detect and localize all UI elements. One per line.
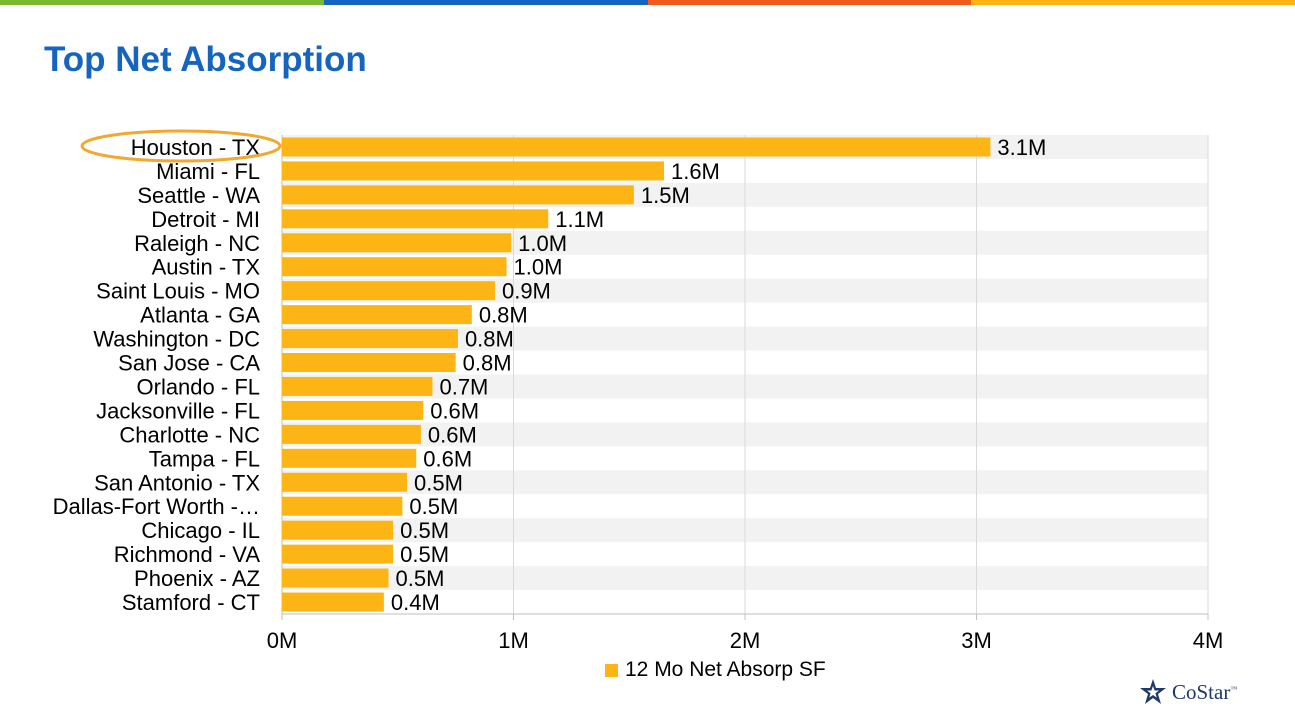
bar: [282, 376, 433, 396]
logo-wordmark: CoStar: [1172, 679, 1231, 704]
category-label: Stamford - CT: [122, 590, 260, 615]
data-label: 1.5M: [641, 183, 690, 208]
category-label: Raleigh - NC: [134, 231, 260, 256]
data-label: 0.8M: [479, 303, 528, 328]
bar: [282, 568, 389, 588]
category-label: Orlando - FL: [137, 374, 261, 399]
category-label: Chicago - IL: [141, 518, 260, 543]
x-tick-label: 3M: [961, 628, 992, 650]
category-label: Jacksonville - FL: [96, 398, 260, 423]
bar: [282, 161, 664, 181]
category-label: Richmond - VA: [114, 542, 261, 567]
category-label: Charlotte - NC: [119, 422, 260, 447]
legend-swatch: [605, 663, 618, 677]
data-label: 0.6M: [423, 446, 472, 471]
page-title: Top Net Absorption: [44, 40, 367, 79]
data-label: 1.1M: [555, 207, 604, 232]
bar: [282, 400, 424, 420]
bar: [282, 137, 991, 157]
chart-legend: 12 Mo Net Absorp SF: [605, 658, 826, 682]
data-label: 0.8M: [465, 327, 514, 352]
brand-bar-green: [0, 0, 324, 5]
x-tick-label: 4M: [1193, 628, 1224, 650]
data-label: 0.5M: [409, 494, 458, 519]
category-label: Washington - DC: [93, 327, 260, 352]
data-label: 0.5M: [400, 542, 449, 567]
bar: [282, 592, 384, 612]
data-label: 1.0M: [518, 231, 567, 256]
data-label: 3.1M: [997, 135, 1046, 160]
x-tick-label: 0M: [267, 628, 298, 650]
data-label: 0.9M: [502, 279, 551, 304]
data-label: 0.5M: [395, 566, 444, 591]
bar: [282, 472, 408, 492]
data-label: 0.6M: [430, 398, 479, 423]
category-label: Houston - TX: [131, 135, 261, 160]
brand-bar-yellow: [971, 0, 1295, 5]
data-label: 0.6M: [428, 422, 477, 447]
category-label: Dallas-Fort Worth -…: [53, 494, 260, 519]
bar: [282, 257, 507, 277]
bar: [282, 520, 394, 540]
logo-trademark: ™: [1230, 684, 1238, 693]
bar: [282, 329, 458, 349]
data-label: 1.6M: [671, 159, 720, 184]
category-label: San Antonio - TX: [94, 470, 260, 495]
category-label: Phoenix - AZ: [134, 566, 260, 591]
bar: [282, 496, 403, 516]
bar: [282, 448, 417, 468]
category-label: Austin - TX: [152, 255, 261, 280]
x-tick-label: 1M: [498, 628, 529, 650]
category-label: Miami - FL: [156, 159, 260, 184]
bar: [282, 353, 456, 373]
category-label: San Jose - CA: [118, 351, 260, 376]
data-label: 0.8M: [463, 351, 512, 376]
category-label: Saint Louis - MO: [96, 279, 260, 304]
costar-star-icon: [1140, 679, 1166, 705]
highlight-ellipse: [80, 129, 282, 163]
data-label: 1.0M: [514, 255, 563, 280]
data-label: 0.5M: [414, 470, 463, 495]
bar: [282, 305, 472, 325]
brand-bar-orange: [647, 0, 972, 5]
brand-color-bar: [0, 0, 1295, 5]
data-label: 0.7M: [439, 374, 488, 399]
data-label: 0.4M: [391, 590, 440, 615]
category-label: Tampa - FL: [149, 446, 260, 471]
bar: [282, 185, 634, 205]
costar-logo: CoStar™: [1138, 677, 1237, 707]
net-absorption-bar-chart: 3.1M Houston - TX 1.6M Miami - FL 1.5M Seattl…: [53, 129, 1224, 650]
bar: [282, 424, 421, 444]
data-label: 0.5M: [400, 518, 449, 543]
category-label: Atlanta - GA: [140, 303, 260, 328]
bar: [282, 544, 394, 564]
legend-label: 12 Mo Net Absorp SF: [625, 658, 826, 681]
category-label: Seattle - WA: [137, 183, 260, 208]
bar: [282, 209, 549, 229]
brand-bar-blue: [323, 0, 648, 5]
category-label: Detroit - MI: [151, 207, 260, 232]
bar: [282, 281, 495, 301]
x-tick-label: 2M: [730, 628, 761, 650]
logo-text: CoStar™: [1172, 680, 1237, 705]
bar: [282, 233, 512, 253]
